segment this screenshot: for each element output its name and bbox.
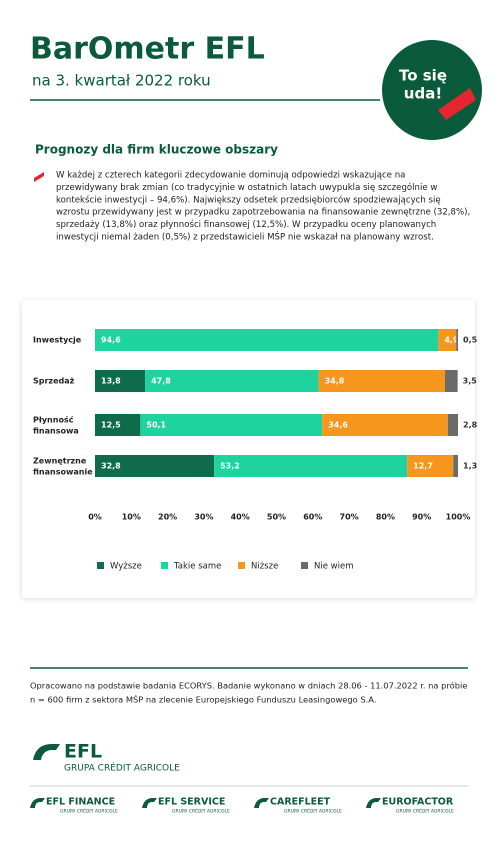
value-label: 12,7 (413, 462, 433, 471)
x-tick-label: 40% (231, 513, 250, 522)
bar-segment (447, 414, 458, 436)
value-label: 32,8 (101, 462, 121, 471)
legend-label: Takie same (173, 562, 221, 572)
paragraph-line: wzrostu przewidywany jest w przypadku za… (56, 208, 470, 218)
paragraph-line: W każdej z czterech kategorii zdecydowan… (56, 171, 405, 181)
bar-segment (444, 370, 458, 392)
bar-segment (95, 455, 215, 477)
badge-ribbon (438, 88, 476, 120)
brand-group: GRUPA CRÉDIT AGRICOLE (64, 762, 180, 774)
section-title: Prognozy dla firm kluczowe obszary (35, 143, 278, 157)
source-note: Opracowano na podstawie badania ECORYS. … (30, 681, 467, 691)
partner-group: GRUPA CRÉDIT AGRICOLE (60, 807, 118, 815)
value-label: 1,3 (463, 462, 477, 471)
partner-icon (254, 798, 269, 808)
x-tick-label: 50% (267, 513, 286, 522)
x-tick-label: 0% (88, 513, 102, 522)
legend-swatch (238, 562, 245, 569)
bar-segment (140, 414, 323, 436)
legend-swatch (161, 562, 168, 569)
partner-group: GRUPA CRÉDIT AGRICOLE (284, 807, 342, 815)
bar-segment (95, 370, 146, 392)
title: BarOmetr EFL (30, 32, 265, 67)
partner-icon (142, 798, 157, 808)
x-tick-label: 80% (376, 513, 395, 522)
legend-swatch (97, 562, 104, 569)
legend-swatch (301, 562, 308, 569)
source-note: n = 600 firm z sektora MŚP na zlecenie E… (30, 694, 376, 705)
x-tick-label: 20% (158, 513, 177, 522)
x-tick-label: 70% (340, 513, 359, 522)
value-label: 0,5 (463, 336, 478, 345)
x-tick-label: 10% (122, 513, 141, 522)
paragraph: W każdej z czterech kategorii zdecydowan… (56, 171, 470, 243)
category-label: Inwestycje (33, 336, 82, 345)
category-label: Zewnętrzne finansowanie (33, 456, 93, 476)
partner-icon (366, 798, 381, 808)
subtitle: na 3. kwartał 2022 roku (32, 72, 211, 90)
badge-text: uda! (404, 85, 442, 103)
paragraph-line: inwestycji niemal żaden (0,5%) z przedst… (56, 231, 434, 243)
value-label: 2,8 (463, 421, 478, 430)
partner-name: EFL SERVICE (158, 797, 225, 808)
partner-icon (30, 798, 45, 808)
value-label: 13,8 (101, 377, 121, 386)
x-tick-label: 60% (303, 513, 322, 522)
paragraph-line: przewidywany brak zmian (co tradycyjnie … (56, 182, 437, 193)
x-tick-label: 90% (412, 513, 431, 522)
badge (382, 40, 482, 140)
partner-group: GRUPA CRÉDIT AGRICOLE (396, 807, 454, 815)
bar-segment (318, 370, 445, 392)
bar-segment (453, 455, 458, 477)
x-tick-label: 100% (446, 513, 471, 522)
category-label: Sprzedaż (33, 377, 75, 386)
bar-segment (322, 414, 448, 436)
paragraph-line: kontekście inwestycji – 94,6%). Najwięks… (56, 194, 441, 205)
x-tick-label: 30% (194, 513, 213, 522)
bar-segment (95, 414, 141, 436)
value-label: 3,5 (463, 377, 478, 386)
value-label: 94,6 (101, 336, 121, 345)
legend-label: Niższe (251, 562, 278, 572)
bar-segment (95, 329, 439, 351)
value-label: 34,8 (325, 377, 345, 386)
value-label: 50,1 (146, 421, 166, 430)
value-label: 34,6 (328, 421, 348, 430)
red-mark (34, 172, 44, 182)
partner-group: GRUPA CRÉDIT AGRICOLE (172, 807, 230, 815)
bar-segment (214, 455, 408, 477)
paragraph-line: sprzedaży (13,8%) oraz płynności finanso… (56, 219, 436, 230)
chart: 0% 10% 20% 30% 40% 50% 60% 70% 80% 90% 100% Inwesty… (33, 329, 478, 572)
badge-text: To się (399, 67, 447, 85)
partner-name: EFL FINANCE (46, 797, 115, 808)
brand-icon (33, 744, 60, 760)
partner-name: CAREFLEET (270, 797, 331, 808)
partner-name: EUROFACTOR (382, 797, 454, 808)
value-label: 53,2 (220, 462, 240, 471)
value-label: 4,9 (444, 336, 459, 345)
legend-label: Nie wiem (314, 562, 353, 572)
legend-label: Wyższe (110, 562, 142, 572)
value-label: 47,8 (151, 377, 171, 386)
brand: EFL (64, 741, 102, 763)
bar-segment (438, 329, 457, 351)
category-label: Płynność finansowa (33, 414, 79, 435)
bar-segment (407, 455, 454, 477)
bar-segment (145, 370, 319, 392)
bar-segment (456, 329, 458, 351)
value-label: 12,5 (101, 421, 121, 430)
